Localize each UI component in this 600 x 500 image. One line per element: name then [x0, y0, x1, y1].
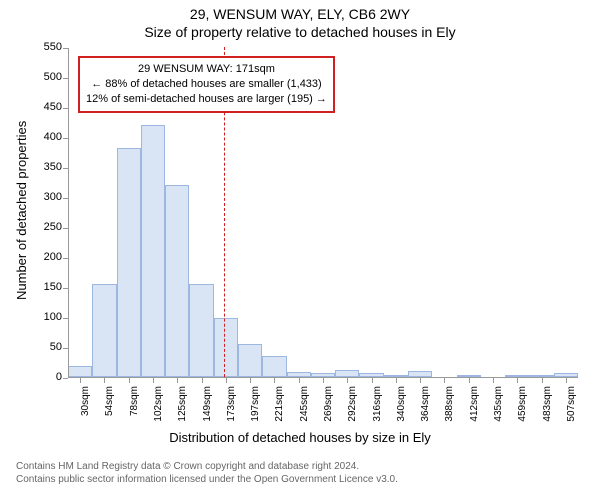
- footer-line: Contains public sector information licen…: [16, 473, 398, 486]
- histogram-bar: [554, 373, 578, 377]
- y-tick-label: 500: [34, 71, 62, 83]
- x-tick-label: 125sqm: [177, 386, 188, 426]
- x-tick-label: 173sqm: [226, 386, 237, 426]
- x-tick-label: 78sqm: [129, 386, 140, 426]
- y-tick-label: 300: [34, 191, 62, 203]
- histogram-bar: [335, 370, 359, 377]
- x-tick-label: 149sqm: [202, 386, 213, 426]
- x-tick-label: 340sqm: [396, 386, 407, 426]
- x-tick-label: 30sqm: [80, 386, 91, 426]
- chart-title-sub: Size of property relative to detached ho…: [0, 24, 600, 40]
- x-tick-label: 292sqm: [347, 386, 358, 426]
- histogram-bar: [505, 375, 529, 377]
- x-tick-label: 54sqm: [104, 386, 115, 426]
- annotation-line: 12% of semi-detached houses are larger (…: [86, 92, 327, 107]
- x-tick-label: 245sqm: [299, 386, 310, 426]
- x-tick-label: 316sqm: [372, 386, 383, 426]
- y-tick-label: 200: [34, 251, 62, 263]
- y-tick-label: 550: [34, 41, 62, 53]
- histogram-bar: [238, 344, 262, 377]
- chart-title-main: 29, WENSUM WAY, ELY, CB6 2WY: [0, 6, 600, 22]
- property-size-histogram: 29, WENSUM WAY, ELY, CB6 2WY Size of pro…: [0, 0, 600, 500]
- annotation-line: 29 WENSUM WAY: 171sqm: [86, 62, 327, 77]
- annotation-line: ← 88% of detached houses are smaller (1,…: [86, 77, 327, 92]
- y-tick-label: 50: [34, 341, 62, 353]
- footer-attribution: Contains HM Land Registry data © Crown c…: [16, 460, 398, 486]
- x-tick-label: 102sqm: [153, 386, 164, 426]
- histogram-bar: [529, 375, 553, 377]
- y-tick-label: 450: [34, 101, 62, 113]
- x-tick-label: 197sqm: [250, 386, 261, 426]
- y-tick-label: 100: [34, 311, 62, 323]
- histogram-bar: [117, 148, 141, 377]
- y-tick-label: 250: [34, 221, 62, 233]
- x-tick-label: 221sqm: [274, 386, 285, 426]
- histogram-bar: [189, 284, 213, 377]
- histogram-bar: [165, 185, 189, 377]
- histogram-bar: [287, 372, 311, 377]
- histogram-bar: [92, 284, 116, 377]
- histogram-bar: [457, 375, 481, 377]
- histogram-bar: [384, 375, 408, 377]
- x-tick-label: 364sqm: [420, 386, 431, 426]
- y-tick-label: 350: [34, 161, 62, 173]
- histogram-bar: [214, 318, 238, 377]
- histogram-bar: [68, 366, 92, 377]
- histogram-bar: [262, 356, 286, 377]
- y-tick-label: 400: [34, 131, 62, 143]
- x-tick-label: 269sqm: [323, 386, 334, 426]
- annotation-box: 29 WENSUM WAY: 171sqm← 88% of detached h…: [78, 56, 335, 113]
- x-tick-label: 435sqm: [493, 386, 504, 426]
- x-tick-label: 459sqm: [517, 386, 528, 426]
- histogram-bar: [141, 125, 165, 377]
- y-axis-label: Number of detached properties: [14, 121, 29, 300]
- x-tick-label: 483sqm: [542, 386, 553, 426]
- y-tick-label: 0: [34, 371, 62, 383]
- x-tick-label: 388sqm: [444, 386, 455, 426]
- histogram-bar: [311, 373, 335, 377]
- histogram-bar: [359, 373, 383, 377]
- y-tick-label: 150: [34, 281, 62, 293]
- footer-line: Contains HM Land Registry data © Crown c…: [16, 460, 398, 473]
- x-tick-label: 507sqm: [566, 386, 577, 426]
- x-tick-label: 412sqm: [469, 386, 480, 426]
- x-axis-label: Distribution of detached houses by size …: [0, 430, 600, 445]
- histogram-bar: [408, 371, 432, 377]
